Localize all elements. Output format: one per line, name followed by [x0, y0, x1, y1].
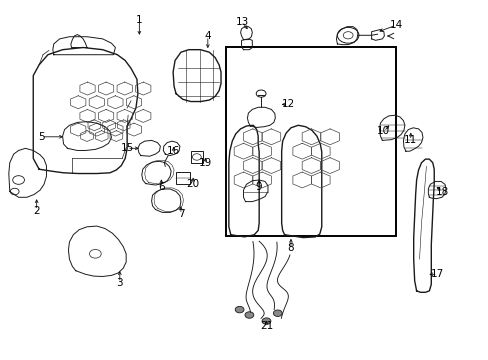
Text: 1: 1 [136, 15, 142, 25]
Text: 7: 7 [177, 209, 184, 219]
Bar [176, 172, 189, 184]
Text: 13: 13 [235, 17, 248, 27]
Circle shape [262, 318, 270, 324]
Text: 3: 3 [116, 278, 123, 288]
Text: 21: 21 [259, 321, 273, 331]
Text: 10: 10 [377, 126, 389, 136]
Bar [190, 151, 203, 163]
Text: 18: 18 [435, 186, 448, 197]
Text: 20: 20 [186, 179, 199, 189]
Text: 9: 9 [255, 182, 262, 192]
Text: 6: 6 [158, 182, 164, 192]
Text: 19: 19 [198, 158, 212, 168]
Circle shape [244, 312, 253, 318]
Text: 11: 11 [403, 135, 417, 145]
Text: 8: 8 [287, 243, 294, 253]
Text: 14: 14 [388, 20, 402, 30]
Text: 17: 17 [430, 269, 444, 279]
Text: 5: 5 [38, 132, 45, 142]
Text: 4: 4 [204, 31, 211, 41]
Circle shape [273, 310, 282, 316]
Circle shape [235, 306, 244, 313]
Text: 12: 12 [281, 99, 295, 109]
Bar [225, 47, 395, 236]
Text: 2: 2 [33, 206, 40, 216]
Text: 16: 16 [166, 146, 180, 156]
Text: 15: 15 [120, 143, 134, 153]
